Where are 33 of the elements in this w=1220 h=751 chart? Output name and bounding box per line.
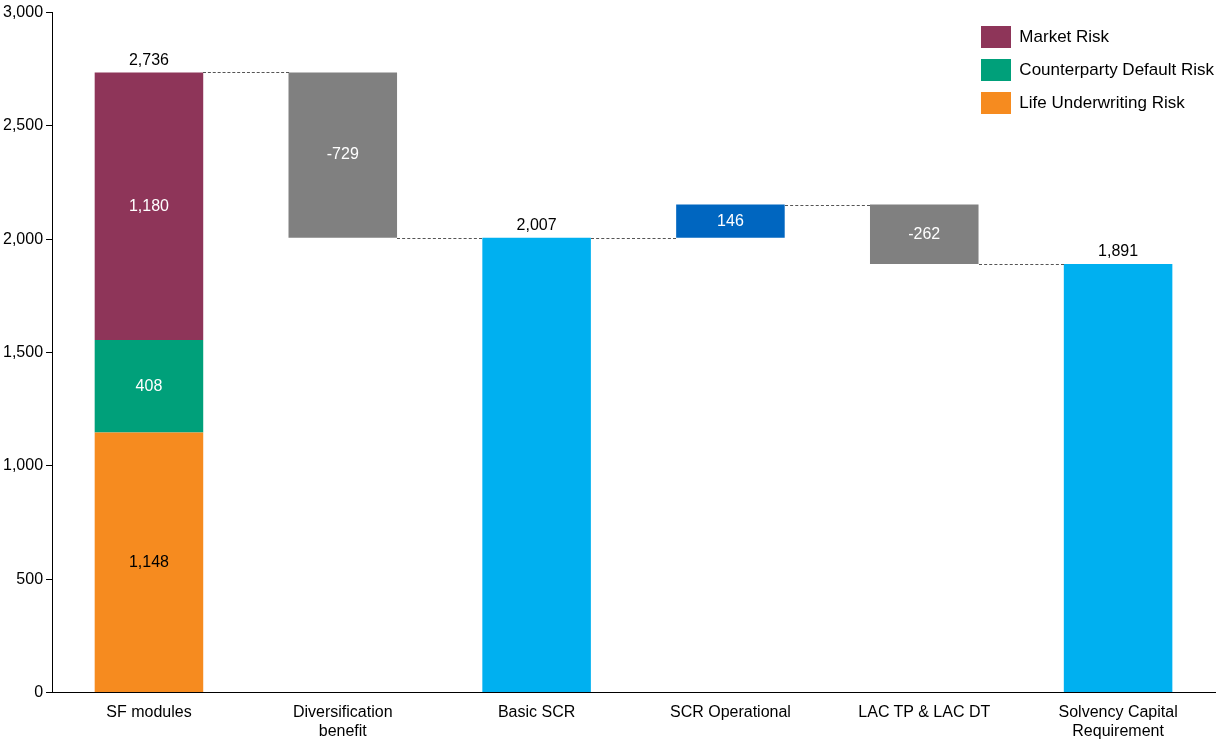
bar	[482, 237, 591, 693]
total-label: 2,736	[128, 50, 170, 68]
y-tick-label: 2,000	[2, 229, 44, 247]
legend-label: Life Underwriting Risk	[1019, 92, 1185, 113]
data-label: 146	[717, 211, 744, 229]
data-label: -729	[326, 145, 359, 163]
bar	[676, 204, 785, 238]
bar	[288, 72, 398, 238]
y-tick-label: 0	[34, 683, 44, 701]
y-tick-label: 2,500	[2, 116, 44, 134]
data-label: -262	[908, 224, 941, 242]
bar	[94, 339, 204, 433]
y-tick-label: 3,000	[2, 3, 44, 21]
bar	[94, 72, 204, 340]
x-tick-label: SCR Operational	[669, 702, 791, 720]
bar	[1063, 263, 1173, 693]
x-tick-label: LAC TP & LAC DT	[858, 702, 991, 720]
y-tick-label: 1,500	[2, 343, 44, 361]
y-tick-label: 1,000	[2, 456, 44, 474]
bar	[94, 432, 204, 693]
legend-label: Counterparty Default Risk	[1019, 59, 1214, 80]
bar	[869, 204, 979, 264]
x-tick-label: Diversification benefit	[292, 702, 393, 739]
legend-label: Market Risk	[1019, 26, 1110, 47]
data-label: 1,891	[1098, 242, 1139, 260]
x-tick-label: Solvency Capital Requirement	[1058, 702, 1178, 739]
x-tick-label: SF modules	[106, 702, 192, 720]
data-label: 408	[135, 376, 163, 394]
data-label: 1,180	[128, 196, 170, 214]
data-label: 2,007	[516, 216, 557, 234]
x-tick-label: Basic SCR	[497, 702, 576, 720]
data-label: 1,148	[128, 552, 170, 570]
y-tick-label: 500	[16, 569, 44, 587]
